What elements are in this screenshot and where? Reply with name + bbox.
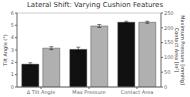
svg-text:1: 1 xyxy=(11,71,14,77)
svg-text:250: 250 xyxy=(164,10,174,16)
html-text:Lateral Shift: Varying Cushion: Lateral Shift: Varying Cushion Features xyxy=(27,1,163,9)
svg-text:Contact Area: Contact Area xyxy=(121,89,154,95)
svg-text:Tilt Angle (°): Tilt Angle (°) xyxy=(8,34,9,66)
svg-text:50: 50 xyxy=(164,69,170,75)
svg-text:150: 150 xyxy=(164,39,174,45)
svg-text:3: 3 xyxy=(11,47,14,53)
svg-text:Max Pressure: Max Pressure xyxy=(72,89,105,95)
svg-text:Δ Tilt Angle: Δ Tilt Angle xyxy=(27,89,55,96)
svg-text:0: 0 xyxy=(164,84,167,90)
svg-text:5: 5 xyxy=(11,22,14,28)
svg-text:4: 4 xyxy=(11,34,14,40)
svg-text:100: 100 xyxy=(164,54,174,60)
svg-text:6: 6 xyxy=(11,10,14,16)
svg-text:0: 0 xyxy=(11,84,14,90)
svg-text:2: 2 xyxy=(11,59,14,65)
svg-text:200: 200 xyxy=(164,25,174,31)
svg-text:Contact Area [in²]: Contact Area [in²] xyxy=(174,28,180,73)
